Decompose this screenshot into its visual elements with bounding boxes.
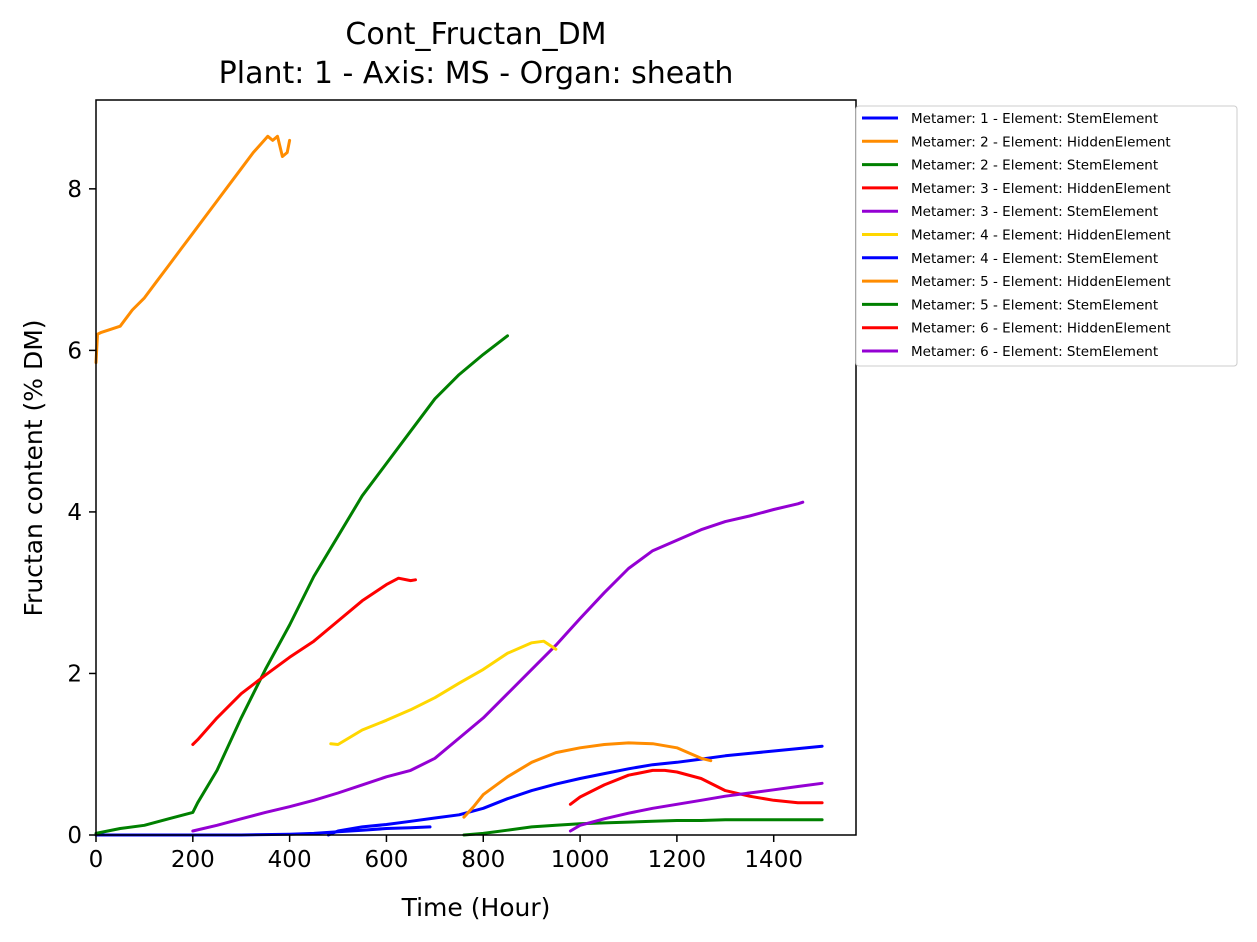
series-line-3 xyxy=(94,334,509,835)
legend-label-10: Metamer: 6 - Element: HiddenElement xyxy=(911,321,1171,337)
series-line-11 xyxy=(568,781,824,833)
x-tick-label: 1000 xyxy=(551,847,610,873)
x-tick-label: 600 xyxy=(364,847,408,873)
legend-label-11: Metamer: 6 - Element: StemElement xyxy=(911,344,1158,360)
series-line-9 xyxy=(462,818,824,837)
x-tick-label: 1400 xyxy=(744,847,803,873)
x-axis-ticks: 0 200 400 600 800 1000 1200 1400 xyxy=(89,835,803,873)
x-axis-label: Time (Hour) xyxy=(401,893,551,922)
legend-label-2: Metamer: 2 - Element: HiddenElement xyxy=(911,134,1171,150)
legend-label-7: Metamer: 4 - Element: StemElement xyxy=(911,251,1158,267)
y-axis-label: Fructan content (% DM) xyxy=(19,319,48,616)
legend-label-3: Metamer: 2 - Element: StemElement xyxy=(911,158,1158,174)
x-tick-label: 1200 xyxy=(648,847,707,873)
chart-subtitle: Plant: 1 - Axis: MS - Organ: sheath xyxy=(219,56,734,91)
legend-label-8: Metamer: 5 - Element: HiddenElement xyxy=(911,274,1171,290)
legend-label-6: Metamer: 4 - Element: HiddenElement xyxy=(911,228,1171,244)
x-tick-label: 200 xyxy=(171,847,215,873)
chart-title: Cont_Fructan_DM xyxy=(345,17,606,52)
series-line-8 xyxy=(462,741,713,819)
x-tick-label: 0 xyxy=(89,847,104,873)
series-line-10 xyxy=(568,768,824,806)
x-tick-label: 800 xyxy=(461,847,505,873)
legend-label-4: Metamer: 3 - Element: HiddenElement xyxy=(911,181,1171,197)
series-line-6 xyxy=(329,639,558,746)
legend-label-1: Metamer: 1 - Element: StemElement xyxy=(911,111,1158,127)
series-line-1 xyxy=(94,825,432,837)
y-tick-label: 4 xyxy=(67,500,82,526)
y-tick-label: 2 xyxy=(67,661,82,687)
y-tick-label: 0 xyxy=(67,823,82,849)
series-line-7 xyxy=(326,744,824,837)
legend-label-5: Metamer: 3 - Element: StemElement xyxy=(911,204,1158,220)
series-line-4 xyxy=(191,576,417,746)
legend-frame xyxy=(855,105,1238,367)
series-line-5 xyxy=(191,500,805,833)
series-line-2 xyxy=(94,134,292,364)
plot-lines xyxy=(94,134,824,837)
legend: Metamer: 1 - Element: StemElement Metamer… xyxy=(855,105,1238,367)
y-axis-ticks: 0 2 4 6 8 xyxy=(67,177,96,849)
y-tick-label: 6 xyxy=(67,338,82,364)
plot-frame xyxy=(95,99,857,836)
y-tick-label: 8 xyxy=(67,177,82,203)
x-tick-label: 400 xyxy=(268,847,312,873)
legend-label-9: Metamer: 5 - Element: StemElement xyxy=(911,297,1158,313)
